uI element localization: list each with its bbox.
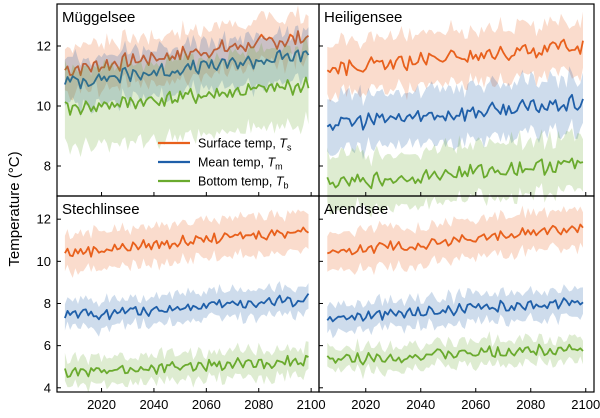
y-tick-label: 10	[37, 254, 51, 269]
panel-stechlinsee: Stechlinsee 4 6 8 10 12 2020 2040 2060 2080 2100	[37, 195, 326, 412]
x-tick-label: 2040	[139, 397, 168, 412]
x-tick-label: 2100	[297, 397, 326, 412]
line-bottom	[326, 343, 584, 366]
panel-arendsee: Arendsee 2020 2040 2060 2080 2100	[318, 195, 600, 412]
x-tick-label: 2060	[461, 397, 490, 412]
line-surface	[64, 226, 309, 258]
line-surface	[326, 38, 584, 77]
x-tick-label: 2080	[516, 397, 545, 412]
panels-layer: Müggelsee 8 10 12 Heiligensee Stechlinsee 4 6 8 1…	[37, 3, 600, 412]
line-mean	[326, 93, 584, 131]
legend-item-surface: Surface temp, Ts	[158, 137, 292, 153]
legend-label: Mean temp, Tm	[198, 156, 283, 172]
panel-title: Heiligensee	[324, 9, 402, 26]
x-tick-label: 2100	[571, 397, 600, 412]
y-tick-label: 6	[44, 338, 51, 353]
band-mean	[327, 66, 583, 160]
legend-item-mean: Mean temp, Tm	[158, 156, 283, 172]
x-tick-label: 2040	[406, 397, 435, 412]
legend: Surface temp, Ts Mean temp, Tm Bottom temp…	[158, 137, 292, 191]
legend-label: Bottom temp, Tb	[198, 175, 288, 191]
line-mean	[64, 293, 310, 321]
legend-item-bottom: Bottom temp, Tb	[158, 175, 288, 191]
x-tick-label: 2080	[244, 397, 273, 412]
line-bottom	[326, 157, 584, 190]
y-tick-label: 10	[37, 99, 51, 114]
y-tick-label: 4	[44, 380, 51, 395]
band-mean	[64, 281, 309, 337]
y-tick-label: 8	[44, 296, 51, 311]
line-mean	[326, 297, 584, 323]
band-surface	[64, 5, 309, 101]
panel-title: Müggelsee	[62, 9, 135, 26]
y-tick-label: 12	[37, 39, 51, 54]
band-surface	[327, 205, 583, 275]
line-bottom	[64, 354, 309, 378]
panel-title: Stechlinsee	[62, 201, 140, 218]
line-mean	[64, 49, 310, 90]
band-bottom	[64, 35, 309, 157]
x-tick-label: 2060	[192, 397, 221, 412]
panel-müggelsee: Müggelsee 8 10 12	[37, 3, 320, 197]
y-axis-label: Temperature (°C)	[6, 151, 23, 266]
line-surface	[64, 30, 310, 77]
band-bottom	[64, 341, 309, 393]
panel-title: Arendsee	[324, 201, 388, 218]
y-tick-label: 12	[37, 212, 51, 227]
band-bottom	[327, 128, 583, 218]
x-tick-label: 2020	[351, 397, 380, 412]
line-bottom	[64, 76, 310, 116]
legend-label: Surface temp, Ts	[198, 137, 292, 153]
band-surface	[327, 11, 583, 102]
y-tick-label: 8	[44, 159, 51, 174]
panel-frame	[318, 195, 595, 393]
band-bottom	[327, 331, 583, 380]
x-tick-label: 2020	[87, 397, 116, 412]
band-mean	[327, 284, 583, 339]
panel-heiligensee: Heiligensee	[318, 3, 595, 218]
line-surface	[327, 223, 584, 256]
band-mean	[64, 25, 309, 118]
